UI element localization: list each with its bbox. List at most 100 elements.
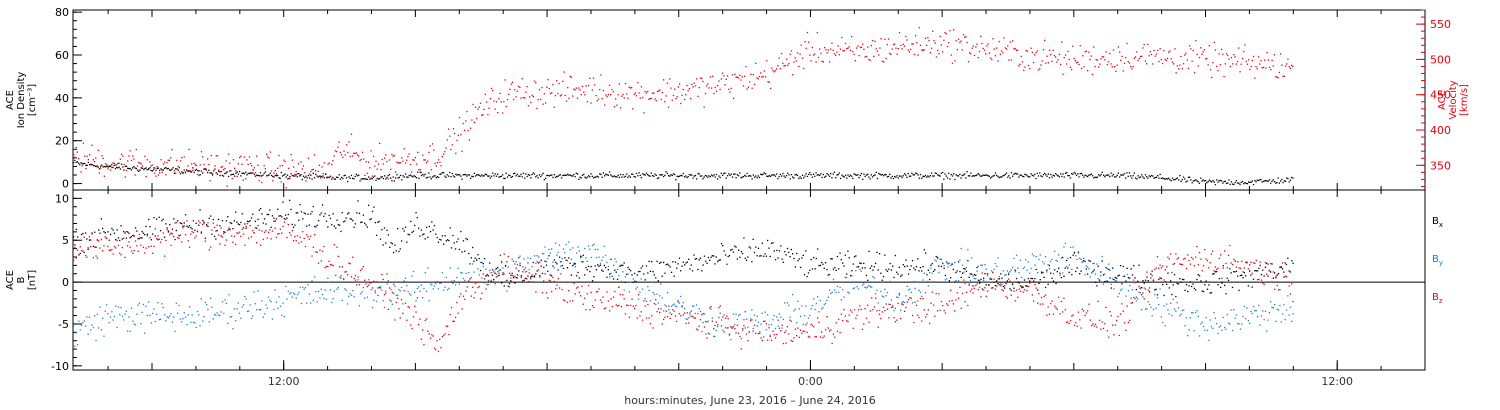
data-point [796,174,799,177]
data-point [722,72,724,74]
data-point [614,290,616,293]
data-point [109,233,112,236]
data-point [105,163,107,165]
data-point [258,209,260,211]
data-point [286,236,288,239]
data-point [1026,289,1028,292]
data-point [211,229,213,231]
data-point [317,176,319,178]
data-point [1232,63,1234,65]
data-point [105,237,108,239]
data-point [1246,262,1248,264]
data-point [790,320,792,322]
data-point [73,259,75,261]
data-point [514,263,516,265]
data-point [1241,260,1243,262]
data-point [569,300,571,302]
data-point [1009,271,1011,273]
data-point [533,275,536,277]
data-point [922,49,924,51]
data-point [486,101,488,103]
data-point [776,333,778,336]
data-point [100,218,102,220]
data-point [750,175,752,177]
data-point [1087,310,1089,312]
data-point [1260,273,1263,276]
data-point [526,278,528,280]
data-point [1273,181,1276,183]
data-point [113,315,116,318]
data-point [982,174,984,176]
data-point [1050,302,1052,305]
data-point [913,53,915,56]
data-point [701,77,703,79]
data-point [481,261,483,264]
data-point [710,256,712,258]
data-point [107,166,109,168]
data-point [826,299,828,302]
data-point [1214,184,1217,186]
data-point [1221,277,1223,279]
data-point [427,330,429,332]
data-point [473,271,475,273]
data-point [183,312,185,314]
data-point [578,291,580,293]
data-point [282,201,284,203]
data-point [306,177,308,179]
data-point [975,278,977,280]
data-point [209,172,211,174]
data-point [942,171,944,174]
data-point [293,175,295,177]
data-point [1114,276,1116,279]
data-point [281,216,283,218]
data-point [774,327,777,330]
data-point [549,280,551,282]
data-point [994,55,997,57]
data-point [1099,63,1101,65]
data-point [914,35,917,37]
data-point [565,259,567,261]
data-point [258,175,260,177]
data-point [682,88,684,91]
data-point [175,229,177,232]
data-point [401,179,403,181]
data-point [751,261,753,263]
data-point [991,176,993,178]
data-point [687,175,689,178]
data-point [891,48,893,50]
data-point [295,212,297,214]
data-point [906,176,908,178]
data-point [973,54,976,57]
data-point [187,226,189,228]
data-point [645,317,648,319]
data-point [1131,177,1133,179]
data-point [1187,254,1189,256]
data-point [416,217,418,219]
data-point [486,174,488,176]
data-point [678,83,681,85]
data-point [325,220,328,222]
data-point [884,173,886,176]
data-point [568,174,570,176]
data-point [563,174,565,176]
data-point [1106,267,1109,270]
data-point [312,205,314,208]
data-point [460,271,462,274]
data-point [1019,259,1022,261]
data-point [769,87,772,90]
data-point [1275,320,1277,322]
data-point [562,267,565,270]
data-point [999,176,1001,178]
data-point [994,262,997,265]
data-point [795,173,797,176]
data-point [195,326,197,329]
data-point [487,283,490,286]
data-point [277,167,279,169]
data-point [414,157,416,159]
data-point [807,317,810,319]
data-point [1088,174,1090,176]
data-point [492,172,494,174]
data-point [739,335,741,338]
data-point [997,283,999,285]
data-point [128,232,130,234]
